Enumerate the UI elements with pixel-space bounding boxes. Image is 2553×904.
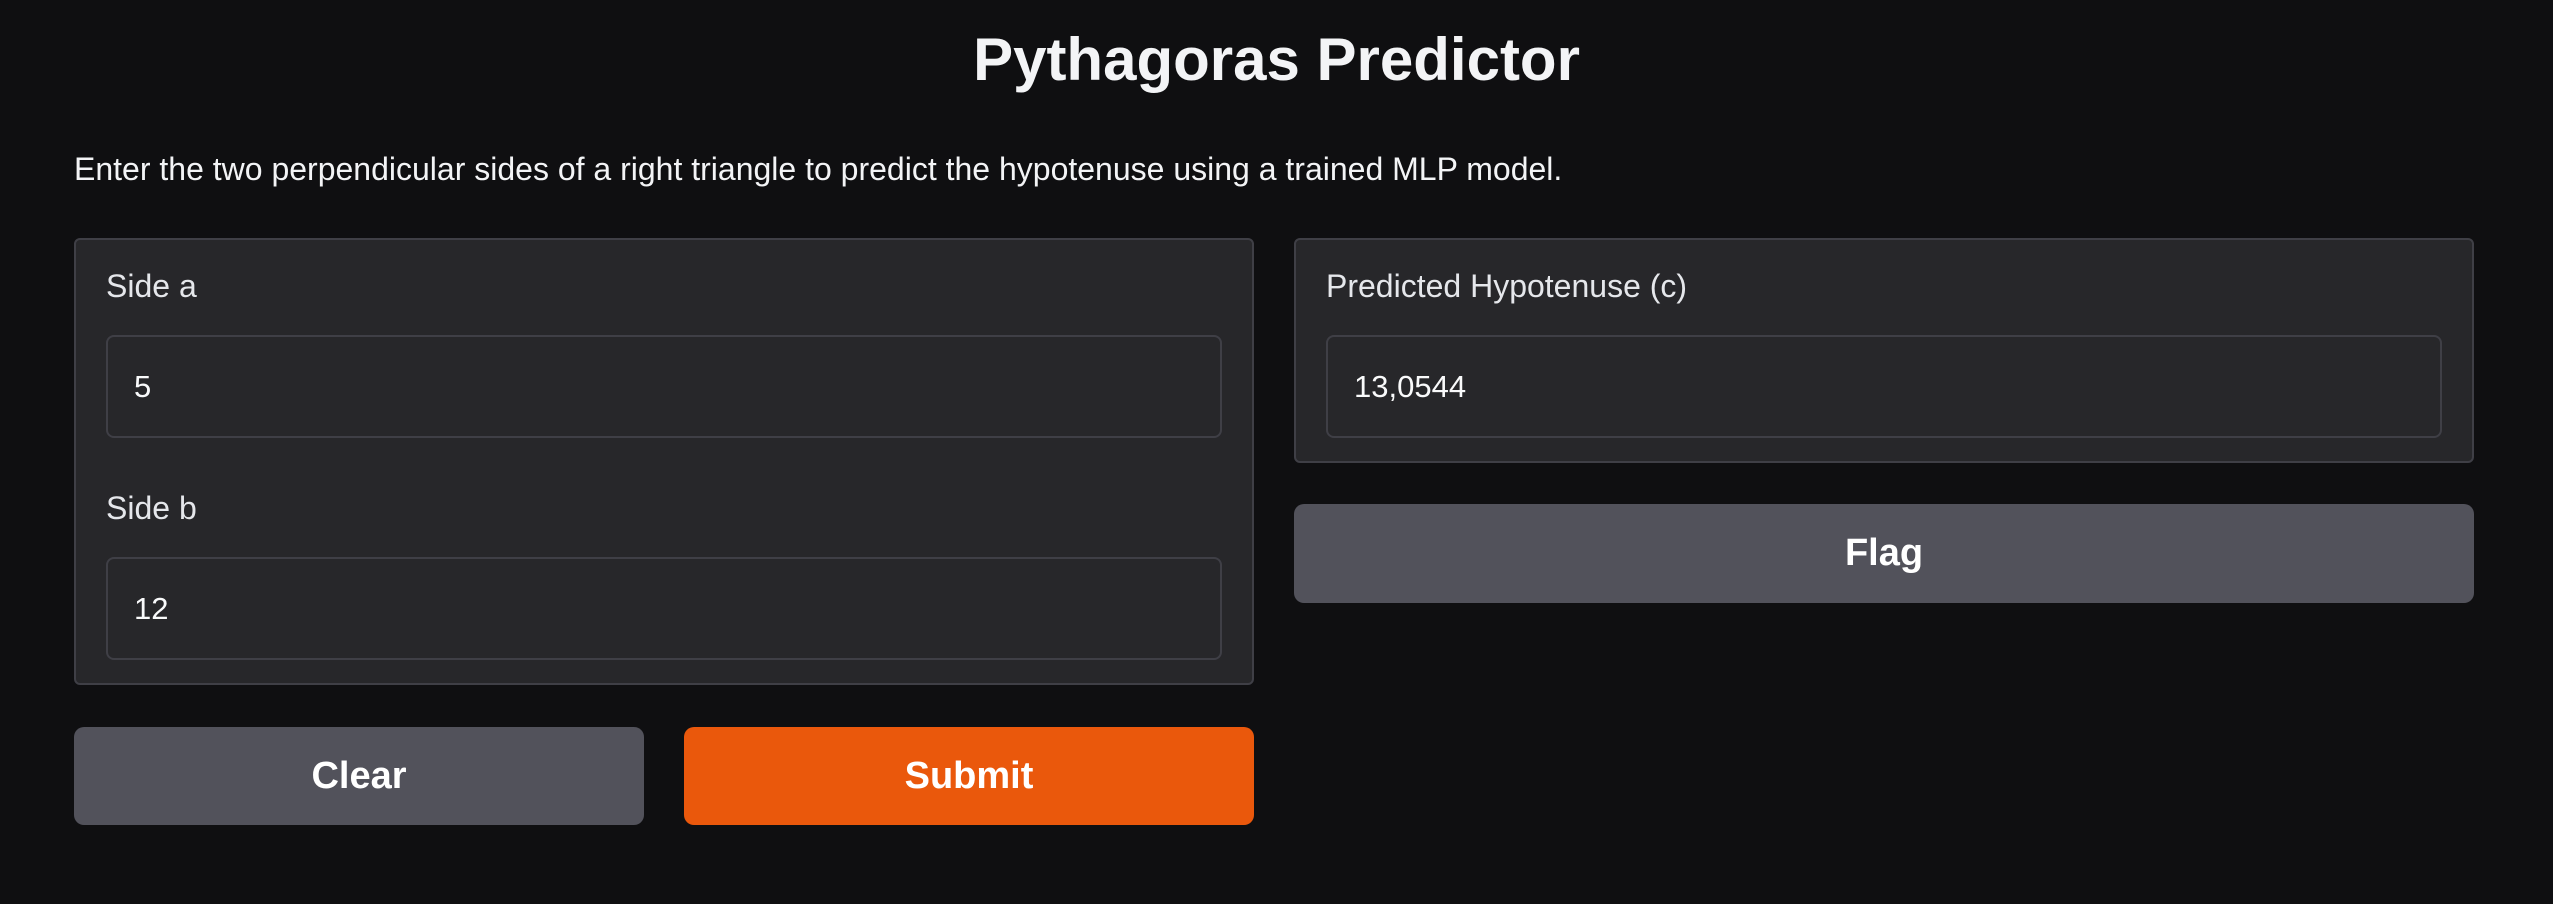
side-b-label: Side b: [106, 490, 197, 526]
input-panel: Side a Side b: [74, 238, 1254, 685]
page-title: Pythagoras Predictor: [973, 26, 1580, 93]
submit-button[interactable]: Submit: [684, 727, 1254, 825]
hypotenuse-output[interactable]: [1326, 335, 2442, 438]
clear-button[interactable]: Clear: [74, 727, 644, 825]
page-description: Enter the two perpendicular sides of a r…: [74, 151, 1563, 187]
output-panel: Predicted Hypotenuse (c): [1294, 238, 2474, 463]
side-a-input[interactable]: [106, 335, 1222, 438]
side-a-label: Side a: [106, 268, 197, 304]
hypotenuse-label: Predicted Hypotenuse (c): [1326, 268, 1688, 304]
side-b-input[interactable]: [106, 557, 1222, 660]
flag-button[interactable]: Flag: [1294, 504, 2474, 603]
